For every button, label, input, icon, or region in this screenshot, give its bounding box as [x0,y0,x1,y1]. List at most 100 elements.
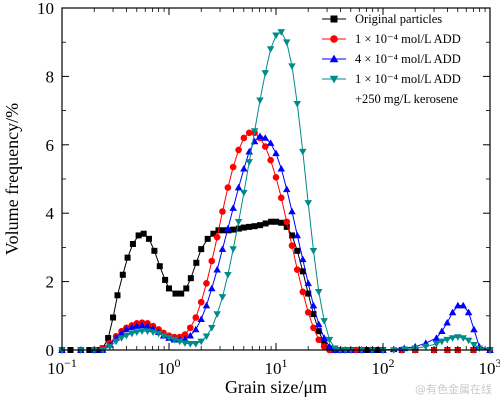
data-point [331,345,339,353]
data-point [245,159,253,166]
data-point [261,134,270,141]
data-point [234,183,243,191]
data-point [170,336,179,344]
data-point [235,146,242,154]
data-point [325,342,334,350]
data-point [149,329,157,336]
data-point [470,325,478,333]
legend-marker [329,54,339,63]
data-point [193,259,200,266]
data-point [181,340,189,347]
data-point [151,247,158,254]
data-point [138,328,146,335]
data-point [213,265,221,273]
data-point [304,309,312,316]
y-tick-label: 6 [46,136,55,155]
data-point [304,279,312,287]
y-axis-title: Volume frequency/% [2,103,22,255]
data-point [178,290,185,297]
data-point [288,63,296,70]
series-line [62,135,491,351]
data-point [119,271,126,278]
data-point [315,289,323,296]
data-point [320,334,328,341]
data-point [283,223,290,230]
data-point [256,97,264,105]
data-point [117,335,126,342]
data-point [464,337,473,345]
data-point [261,143,269,150]
x-tick-label: 102 [372,356,395,378]
data-point [288,242,296,249]
data-point [192,325,200,333]
data-point [277,194,285,202]
data-point [438,327,446,335]
data-point [220,227,227,234]
data-point [213,233,221,241]
data-point [240,189,248,197]
data-point [122,325,131,333]
data-point [229,204,237,211]
data-point [438,338,446,346]
axes: 10−1 100 101 102 103 0 2 4 6 8 10 [37,0,500,378]
data-point [240,164,248,172]
data-point [272,149,280,157]
data-point [187,275,194,282]
data-point [266,46,275,53]
data-point [181,331,189,338]
data-point [245,129,253,137]
data-point [229,246,237,253]
data-point [277,29,286,36]
data-point [213,311,221,318]
data-point [106,343,114,351]
data-point [454,301,462,309]
watermark: @有色金属在线 [415,383,492,396]
data-point [202,333,211,341]
data-point [432,334,441,341]
data-point [459,301,467,309]
data-point [262,220,269,227]
data-point [210,230,217,237]
legend-marker [330,35,338,43]
data-point [138,321,146,329]
data-point [278,219,285,226]
data-point [464,308,473,316]
data-point [246,223,253,230]
y-tick-label: 4 [46,204,55,223]
series-line [62,132,490,351]
data-point [443,318,451,326]
data-point [321,340,328,347]
data-point [143,328,152,335]
data-point [267,156,274,164]
legend-label: 1 × 10⁻⁴ mol/L ADD [355,72,461,86]
data-point [175,338,184,346]
legend-label-line2: +250 mg/L kerosene [355,92,459,106]
data-point [105,335,112,342]
x-tick-label: 10−1 [47,356,77,378]
data-point [293,231,302,239]
series-4 [58,29,494,354]
data-point [156,263,163,270]
data-point [154,330,163,338]
data-point [181,335,189,342]
data-point [159,332,168,340]
data-point [299,288,307,296]
data-point [454,334,462,341]
data-point [288,232,295,239]
data-point [122,332,131,340]
data-point [203,280,210,287]
data-point [140,230,147,237]
data-point [459,335,467,342]
data-point [282,185,291,193]
data-point [129,240,136,247]
data-point [310,311,317,318]
data-point [294,247,301,254]
data-point [224,184,232,191]
data-point [218,294,227,301]
data-point [172,290,179,297]
data-point [257,222,264,229]
data-point [197,338,205,346]
data-point [162,276,169,283]
data-point [235,225,242,232]
data-point [186,341,195,348]
